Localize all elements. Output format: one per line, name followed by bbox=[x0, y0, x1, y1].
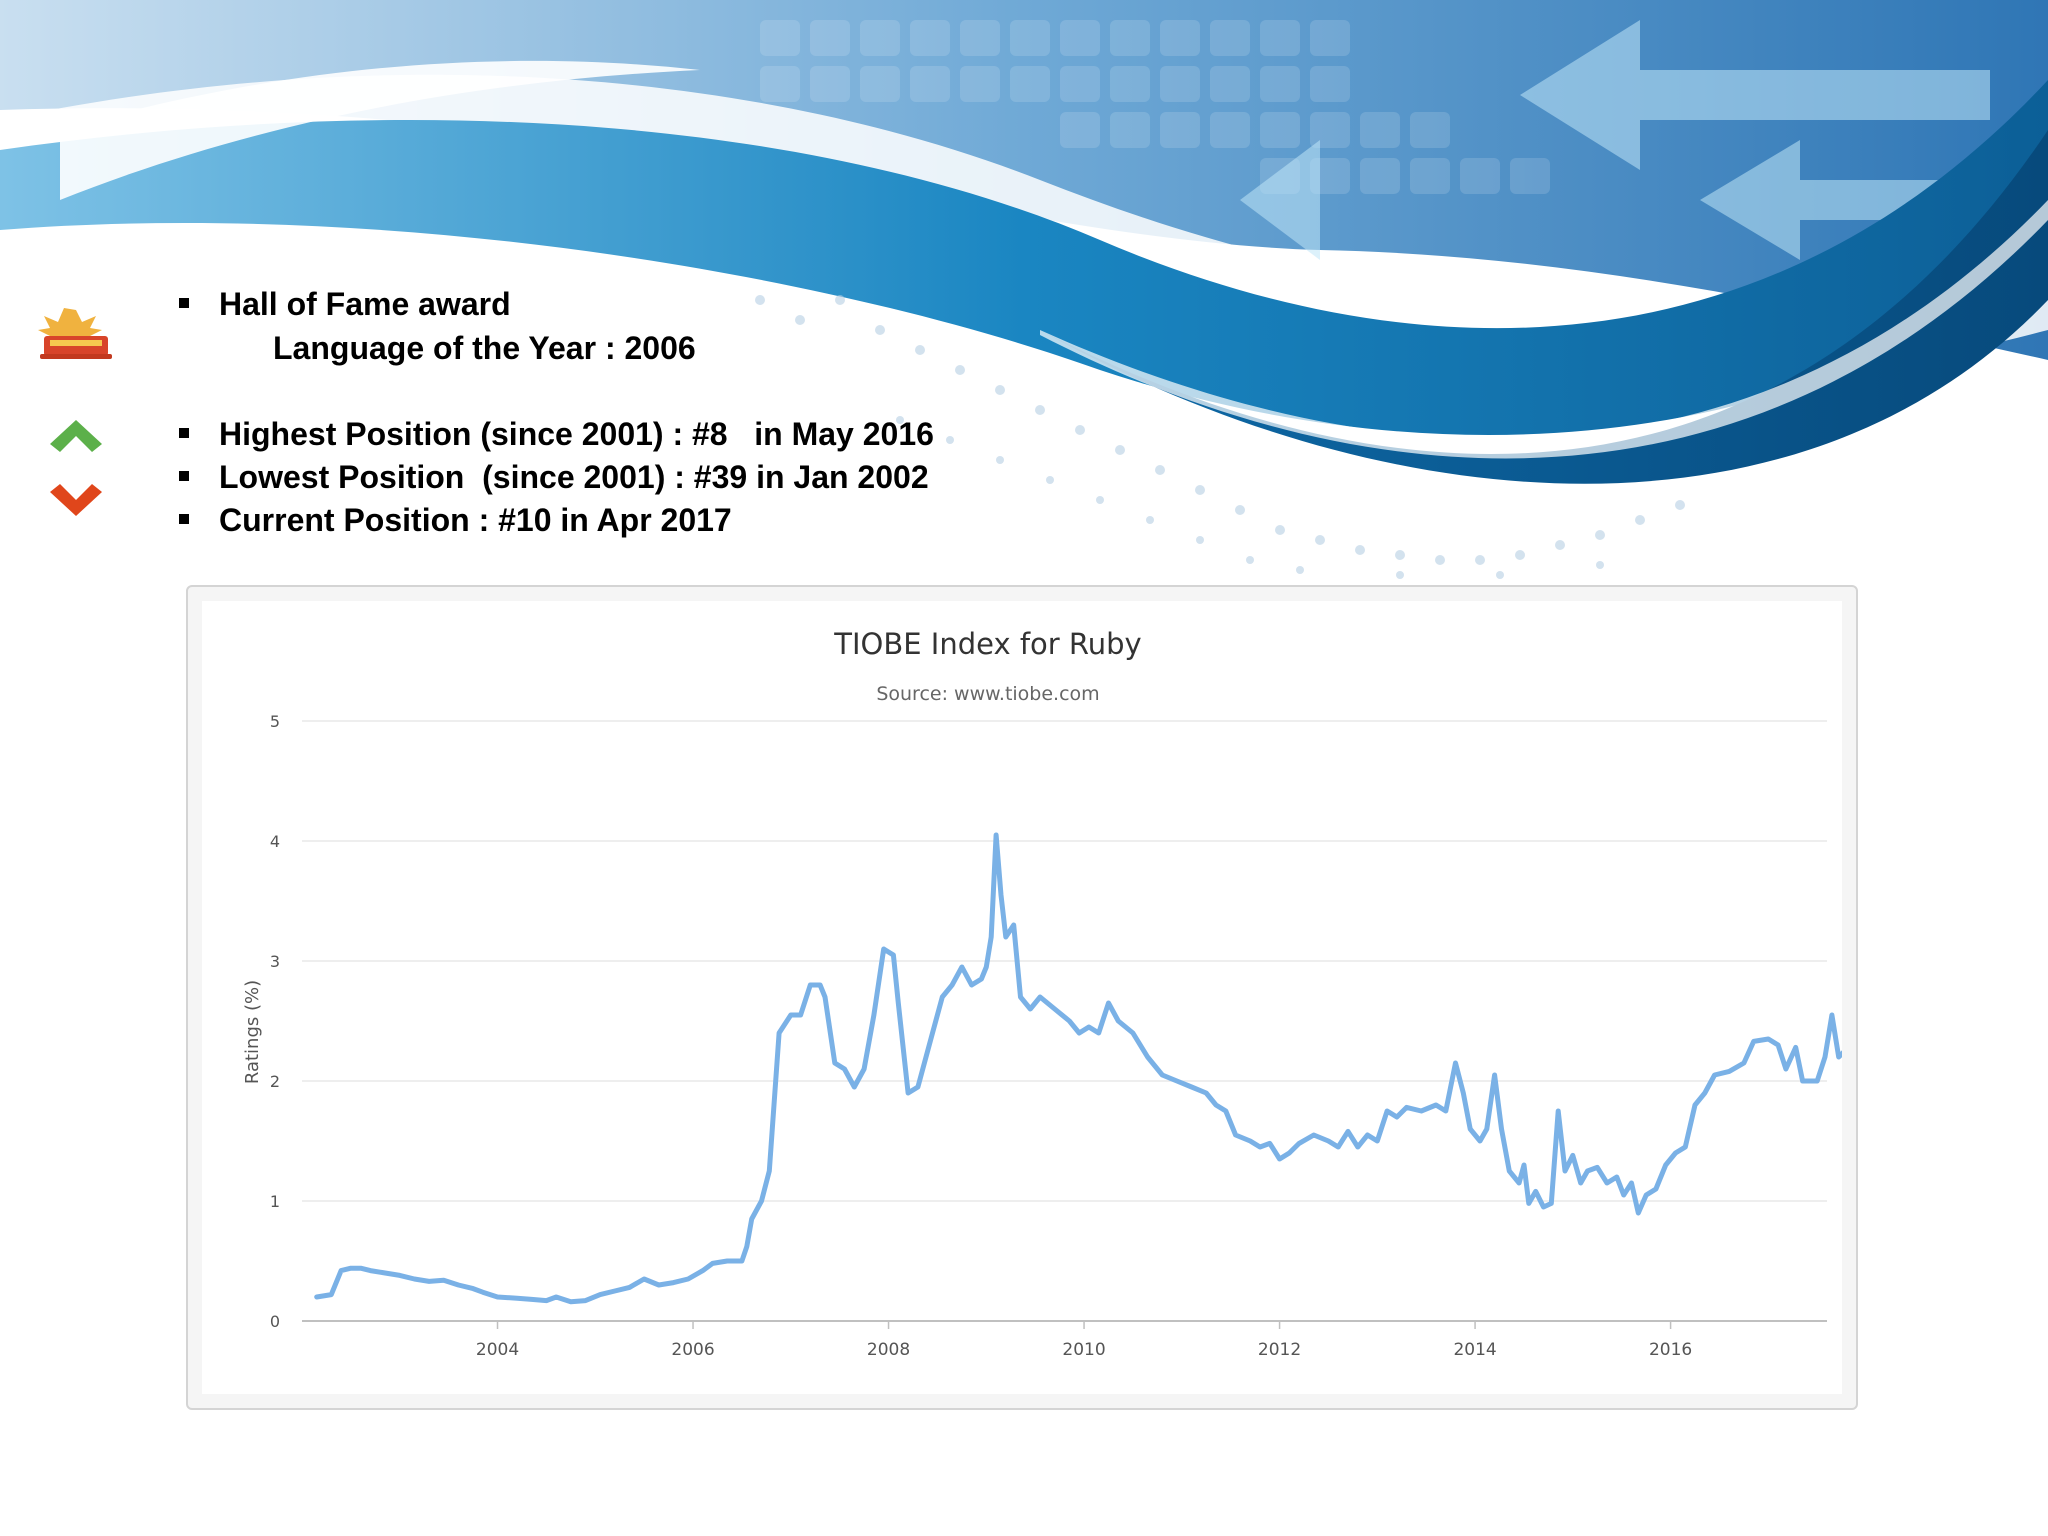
x-tick-label: 2012 bbox=[1258, 1340, 1301, 1360]
y-tick-label: 1 bbox=[270, 1192, 280, 1211]
x-tick-label: 2010 bbox=[1062, 1340, 1105, 1360]
x-tick-label: 2016 bbox=[1649, 1340, 1692, 1360]
chevron-up-icon bbox=[50, 420, 102, 452]
lowest-position-text: Lowest Position (since 2001) : #39 in Ja… bbox=[219, 459, 929, 495]
x-tick-label: 2014 bbox=[1453, 1340, 1496, 1360]
y-tick-label: 2 bbox=[270, 1072, 280, 1091]
x-tick-label: 2006 bbox=[671, 1340, 714, 1360]
chevron-down-icon bbox=[50, 484, 102, 516]
chart-subtitle: Source: www.tiobe.com bbox=[876, 683, 1099, 705]
tiobe-ruby-chart: TIOBE Index for Ruby Source: www.tiobe.c… bbox=[242, 627, 1842, 1360]
x-tick-label: 2004 bbox=[476, 1340, 519, 1360]
x-tick-label: 2008 bbox=[867, 1340, 910, 1360]
bullet-marker bbox=[179, 428, 189, 438]
current-position-text: Current Position : #10 in Apr 2017 bbox=[219, 502, 732, 538]
chart-panel: TIOBE Index for Ruby Source: www.tiobe.c… bbox=[202, 601, 1842, 1394]
language-of-year-text: Language of the Year : 2006 bbox=[273, 330, 696, 366]
y-tick-label: 4 bbox=[270, 832, 280, 851]
y-axis-label: Ratings (%) bbox=[242, 980, 263, 1084]
bullet-marker bbox=[179, 298, 189, 308]
chart-frame: TIOBE Index for Ruby Source: www.tiobe.c… bbox=[186, 585, 1858, 1410]
trophy-icon bbox=[38, 308, 112, 359]
y-tick-label: 0 bbox=[270, 1312, 280, 1331]
y-tick-labels: 0 1 2 3 4 5 bbox=[270, 712, 280, 1331]
series-layer bbox=[314, 832, 1842, 1305]
highest-position-text: Highest Position (since 2001) : #8 in Ma… bbox=[219, 416, 934, 452]
y-tick-label: 3 bbox=[270, 952, 280, 971]
x-tick-labels: 2004 2006 2008 2010 2012 2014 2016 bbox=[476, 1321, 1692, 1360]
hall-of-fame-text: Hall of Fame award bbox=[219, 286, 511, 322]
bullet-marker bbox=[179, 514, 189, 524]
bullet-marker bbox=[179, 471, 189, 481]
chart-title: TIOBE Index for Ruby bbox=[833, 627, 1141, 661]
series-line-ruby-rating bbox=[314, 832, 1842, 1305]
y-tick-label: 5 bbox=[270, 712, 280, 731]
header-wave-background bbox=[0, 0, 2048, 579]
grid-lines bbox=[302, 720, 1827, 1322]
